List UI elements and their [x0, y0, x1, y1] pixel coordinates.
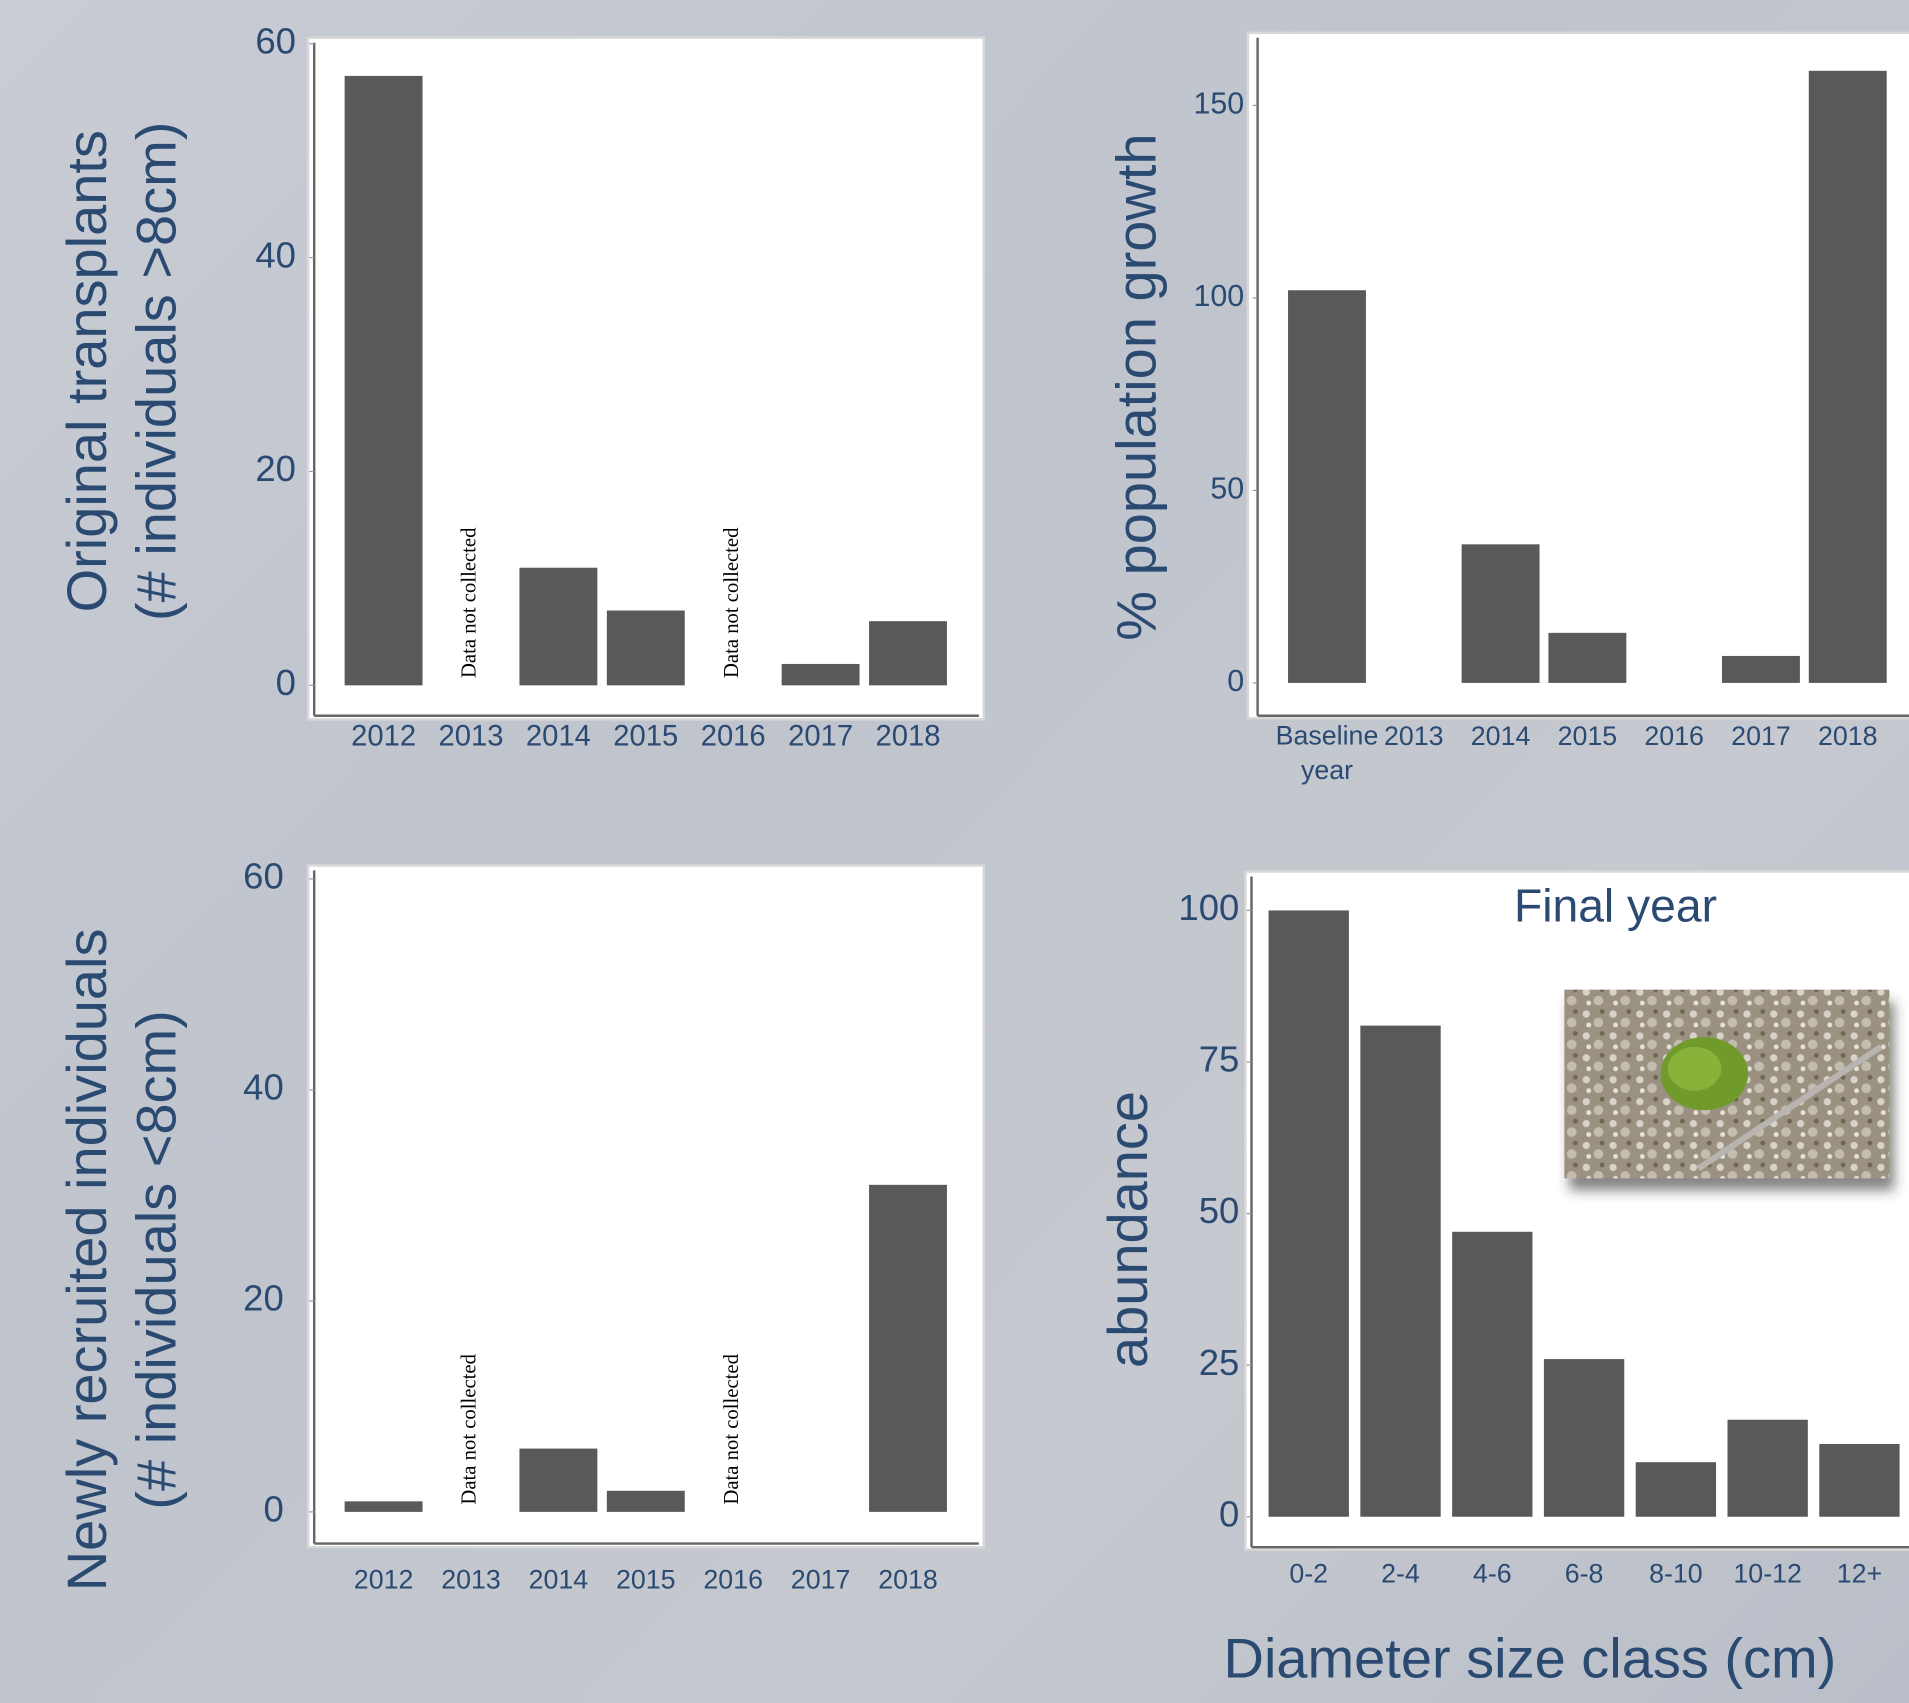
- x-tick-label: 2015: [613, 720, 678, 752]
- annotation: Data not collected: [721, 527, 743, 678]
- bar: [1636, 1462, 1716, 1517]
- x-tick-label: 2016: [701, 720, 766, 752]
- x-tick-label: 2012: [354, 1564, 414, 1594]
- bar: [345, 76, 423, 685]
- x-tick-label: 2017: [791, 1564, 851, 1594]
- bar: [869, 1185, 947, 1512]
- x-tick-label: 2015: [616, 1564, 676, 1594]
- y-tick-label: 20: [255, 448, 296, 489]
- bar: [1548, 633, 1626, 683]
- photo-inset: [1564, 990, 1889, 1179]
- x-tick-label: 10-12: [1733, 1558, 1801, 1588]
- bar: [519, 568, 597, 686]
- y-axis-label: Newly recruited individuals: [55, 929, 118, 1592]
- x-tick-label: 8-10: [1649, 1558, 1703, 1588]
- bar: [607, 1491, 685, 1512]
- x-tick-label: 6-8: [1565, 1558, 1604, 1588]
- x-tick-label: 2016: [703, 1564, 763, 1594]
- y-axis-label: % population growth: [1105, 133, 1168, 640]
- y-tick-label: 50: [1199, 1190, 1240, 1231]
- y-tick-label: 0: [276, 662, 296, 703]
- y-tick-label: 20: [243, 1278, 284, 1319]
- x-tick-label: 0-2: [1289, 1558, 1328, 1588]
- y-tick-label: 60: [255, 20, 296, 61]
- y-axis-label: Original transplants: [55, 130, 118, 612]
- y-tick-label: 40: [255, 234, 296, 275]
- x-tick-label: 2018: [876, 720, 941, 752]
- y-tick-label: 150: [1193, 86, 1244, 120]
- bar: [519, 1449, 597, 1512]
- x-tick-label: 2012: [351, 720, 416, 752]
- bar: [1360, 1026, 1440, 1517]
- y-tick-label: 40: [243, 1067, 284, 1108]
- bar: [1819, 1444, 1899, 1517]
- bar: [1722, 656, 1800, 683]
- x-tick-label: 12+: [1837, 1558, 1882, 1588]
- bar: [607, 610, 685, 685]
- x-tick-label: 2013: [441, 1564, 501, 1594]
- x-tick-label: 2013: [439, 720, 504, 752]
- y-axis-label: (# individuals >8cm): [125, 122, 188, 621]
- bar: [1809, 71, 1887, 683]
- bar: [345, 1501, 423, 1512]
- x-tick-label: 2014: [526, 720, 591, 752]
- bar: [1288, 290, 1366, 683]
- x-tick-label: 4-6: [1473, 1558, 1512, 1588]
- x-tick-label: 2014: [1471, 721, 1531, 751]
- annotation: Data not collected: [721, 1353, 743, 1504]
- y-tick-label: 0: [1219, 1493, 1239, 1534]
- x-tick-label: 2017: [1731, 721, 1791, 751]
- x-tick-label: 2018: [878, 1564, 938, 1594]
- x-tick-label: 2014: [529, 1564, 589, 1594]
- bar: [1544, 1359, 1624, 1517]
- y-tick-label: 0: [263, 1489, 283, 1530]
- bar: [782, 664, 860, 685]
- x-tick-label: 2-4: [1381, 1558, 1420, 1588]
- figure: 020406020122013Data not collected2014201…: [0, 0, 1909, 1703]
- y-tick-label: 0: [1227, 664, 1244, 698]
- bar: [1269, 910, 1349, 1516]
- y-tick-label: 50: [1210, 471, 1244, 505]
- y-tick-label: 100: [1178, 887, 1239, 928]
- y-axis-label: (# individuals <8cm): [125, 1010, 188, 1509]
- annotation: Data not collected: [459, 527, 481, 678]
- x-tick-label: 2018: [1818, 721, 1878, 751]
- bar: [1452, 1232, 1532, 1517]
- y-tick-label: 60: [243, 856, 284, 897]
- y-axis-label: abundance: [1096, 1091, 1159, 1368]
- y-tick-label: 25: [1199, 1342, 1240, 1383]
- page: 020406020122013Data not collected2014201…: [0, 0, 1909, 1703]
- x-axis-label: Diameter size class (cm): [1224, 1627, 1837, 1690]
- x-tick-label: 2017: [788, 720, 853, 752]
- x-tick-label: 2013: [1384, 721, 1444, 751]
- bar: [1462, 544, 1540, 683]
- bar: [1727, 1420, 1807, 1517]
- x-tick-label: 2015: [1558, 721, 1618, 751]
- chart-title: Final year: [1514, 880, 1717, 932]
- y-tick-label: 100: [1193, 279, 1244, 313]
- bar: [869, 621, 947, 685]
- annotation: Data not collected: [459, 1353, 481, 1504]
- x-tick-label: 2016: [1644, 721, 1704, 751]
- y-tick-label: 75: [1199, 1039, 1240, 1080]
- plant: [1668, 1047, 1722, 1091]
